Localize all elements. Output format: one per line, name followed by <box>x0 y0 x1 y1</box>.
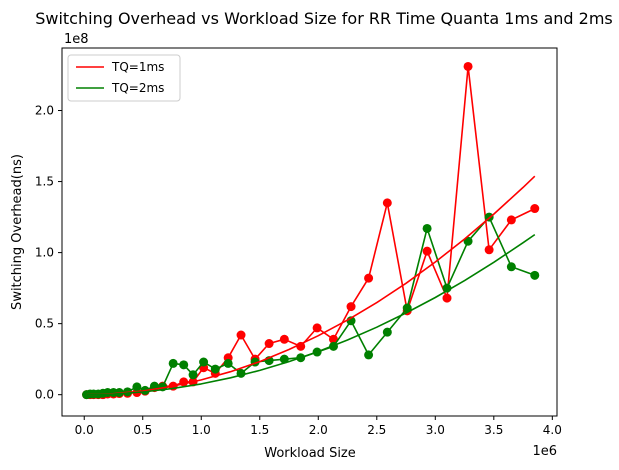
series-3 <box>86 233 536 396</box>
y-tick-label: 0.0 <box>35 388 54 402</box>
data-point <box>312 323 322 333</box>
legend-label: TQ=2ms <box>111 81 164 95</box>
x-axis-label: Workload Size <box>264 446 356 461</box>
series-line <box>86 175 536 396</box>
data-point <box>422 246 432 256</box>
data-point <box>506 262 516 272</box>
plot-frame <box>61 47 558 417</box>
y-scale-label: 1e8 <box>64 32 89 47</box>
x-tick-label: 3.5 <box>484 423 503 437</box>
series-1 <box>82 212 540 400</box>
x-tick-label: 0.5 <box>133 423 152 437</box>
legend: TQ=1ms TQ=2ms <box>67 54 181 102</box>
y-axis-label: Switching Overhead(ns) <box>10 154 25 310</box>
x-tick-label: 3.0 <box>426 423 445 437</box>
data-point <box>346 302 356 312</box>
series-line <box>86 65 536 396</box>
data-point <box>279 334 289 344</box>
data-point <box>364 273 374 283</box>
y-axis: 0.0 0.5 1.0 1.5 2.0 <box>35 104 62 402</box>
data-point <box>422 223 432 233</box>
data-point <box>364 350 374 360</box>
data-point <box>199 357 209 367</box>
data-point <box>264 339 274 349</box>
y-tick-label: 1.0 <box>35 246 54 260</box>
data-point <box>506 215 516 225</box>
data-point <box>210 364 220 374</box>
plot-area <box>61 47 558 417</box>
data-point <box>442 293 452 303</box>
data-point <box>382 198 392 208</box>
legend-label: TQ=1ms <box>111 60 164 74</box>
data-point <box>236 330 246 340</box>
x-tick-label: 1.5 <box>250 423 269 437</box>
data-point <box>179 360 189 370</box>
x-axis: 0.0 0.5 1.0 1.5 2.0 2.5 3.0 3.5 4.0 <box>75 416 562 437</box>
series-2 <box>86 175 536 396</box>
data-point <box>279 354 289 364</box>
x-tick-label: 1.0 <box>192 423 211 437</box>
data-point <box>463 61 473 71</box>
data-point <box>223 358 233 368</box>
data-point <box>296 341 306 351</box>
x-tick-label: 4.0 <box>543 423 562 437</box>
data-point <box>328 334 338 344</box>
x-scale-label: 1e6 <box>532 444 557 459</box>
data-point <box>188 370 198 380</box>
x-tick-label: 2.5 <box>367 423 386 437</box>
data-point <box>132 382 142 392</box>
data-point <box>530 204 540 214</box>
chart-title: Switching Overhead vs Workload Size for … <box>35 9 613 28</box>
x-tick-label: 2.0 <box>309 423 328 437</box>
data-point <box>484 245 494 255</box>
series-layer <box>82 61 540 400</box>
x-tick-label: 0.0 <box>75 423 94 437</box>
data-point <box>530 270 540 280</box>
data-point <box>168 358 178 368</box>
y-tick-label: 1.5 <box>35 175 54 189</box>
series-0 <box>82 61 540 400</box>
data-point <box>382 327 392 337</box>
y-tick-label: 0.5 <box>35 317 54 331</box>
series-line <box>86 233 536 396</box>
y-tick-label: 2.0 <box>35 104 54 118</box>
